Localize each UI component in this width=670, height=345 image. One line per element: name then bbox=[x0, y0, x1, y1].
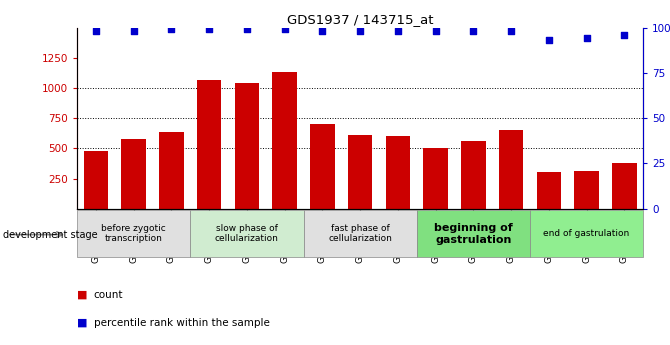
Bar bbox=[77, 210, 190, 257]
Bar bbox=[273, 72, 297, 209]
Bar bbox=[190, 210, 304, 257]
Point bbox=[166, 27, 177, 32]
Text: end of gastrulation: end of gastrulation bbox=[543, 229, 630, 238]
Bar bbox=[84, 151, 108, 209]
Point bbox=[393, 28, 403, 34]
Text: development stage: development stage bbox=[3, 230, 98, 240]
Point bbox=[543, 38, 554, 43]
Text: count: count bbox=[94, 290, 123, 300]
Bar bbox=[348, 135, 373, 209]
Bar bbox=[417, 210, 530, 257]
Text: ■: ■ bbox=[77, 290, 88, 300]
Bar bbox=[197, 79, 221, 209]
Bar bbox=[499, 130, 523, 209]
Text: ■: ■ bbox=[77, 318, 88, 327]
Bar bbox=[574, 171, 599, 209]
Point bbox=[468, 28, 478, 34]
Point bbox=[204, 27, 214, 32]
Bar bbox=[310, 124, 334, 209]
Text: beginning of
gastrulation: beginning of gastrulation bbox=[434, 223, 513, 245]
Bar bbox=[612, 164, 636, 209]
Title: GDS1937 / 143715_at: GDS1937 / 143715_at bbox=[287, 13, 433, 27]
Point bbox=[128, 28, 139, 34]
Text: before zygotic
transcription: before zygotic transcription bbox=[101, 224, 166, 244]
Bar bbox=[234, 83, 259, 209]
Point bbox=[581, 36, 592, 41]
Bar bbox=[386, 136, 410, 209]
Bar bbox=[121, 139, 146, 209]
Bar bbox=[461, 141, 486, 209]
Text: slow phase of
cellularization: slow phase of cellularization bbox=[215, 224, 279, 244]
Bar bbox=[304, 210, 417, 257]
Point bbox=[90, 28, 101, 34]
Point bbox=[355, 28, 366, 34]
Bar bbox=[537, 172, 561, 209]
Text: percentile rank within the sample: percentile rank within the sample bbox=[94, 318, 269, 327]
Point bbox=[279, 27, 290, 32]
Point bbox=[506, 28, 517, 34]
Bar bbox=[423, 148, 448, 209]
Point bbox=[430, 28, 441, 34]
Point bbox=[619, 32, 630, 38]
Bar bbox=[159, 132, 184, 209]
Point bbox=[241, 27, 252, 32]
Point bbox=[317, 28, 328, 34]
Bar bbox=[530, 210, 643, 257]
Text: fast phase of
cellularization: fast phase of cellularization bbox=[328, 224, 392, 244]
